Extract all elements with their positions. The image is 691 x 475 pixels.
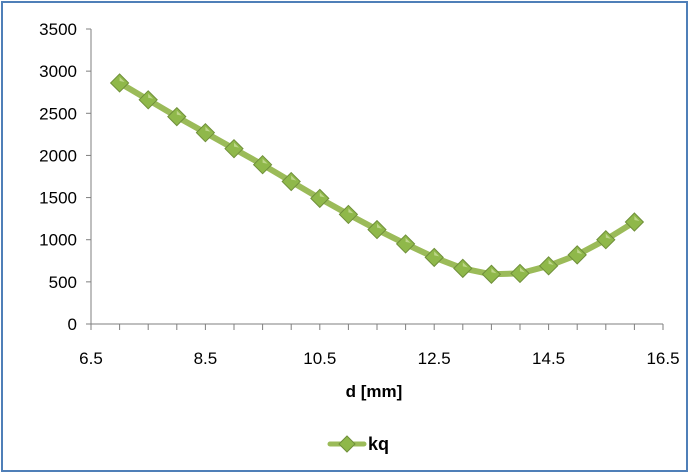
data-point-highlight <box>605 233 611 239</box>
data-point-highlight <box>520 267 525 273</box>
data-point <box>596 230 616 250</box>
data-point <box>510 263 530 284</box>
data-point-highlight <box>405 237 411 243</box>
x-tick-label: 6.5 <box>79 349 103 368</box>
y-tick-label: 2500 <box>39 104 77 123</box>
data-point <box>567 245 587 265</box>
legend-label-kq: kq <box>368 434 389 454</box>
x-axis: 6.5 8.5 10.5 12.5 14.5 16.5 <box>79 323 680 368</box>
data-point-highlight <box>634 216 640 222</box>
data-point-highlight <box>234 142 239 148</box>
y-axis: 0 500 1000 1500 2000 2500 3000 3500 <box>39 20 92 334</box>
y-tick-label: 2000 <box>39 146 77 165</box>
data-point <box>481 264 502 284</box>
data-point-highlight <box>148 93 154 99</box>
data-point-highlight <box>462 262 468 268</box>
data-point <box>167 106 187 127</box>
data-point <box>453 258 473 279</box>
data-point-highlight <box>319 192 325 198</box>
data-point <box>624 212 645 232</box>
x-tick-label: 8.5 <box>194 349 218 368</box>
y-tick-label: 3500 <box>39 20 77 39</box>
data-point <box>281 171 301 192</box>
data-point <box>538 256 559 276</box>
y-tick-label: 500 <box>49 273 77 292</box>
y-tick-label: 1000 <box>39 231 77 250</box>
data-point-highlight <box>119 76 125 82</box>
series-layer <box>109 73 645 284</box>
x-tick-label: 14.5 <box>532 349 565 368</box>
data-point-highlight <box>176 110 182 116</box>
data-point <box>367 219 387 240</box>
data-point <box>109 73 130 93</box>
data-point-highlight <box>577 248 583 254</box>
data-point-highlight <box>548 259 554 265</box>
y-tick-label: 0 <box>68 315 77 334</box>
x-tick-label: 16.5 <box>646 349 679 368</box>
data-point <box>138 90 158 110</box>
legend-marker-kq <box>338 435 356 453</box>
data-point <box>224 138 244 159</box>
data-point-highlight <box>377 223 382 229</box>
data-point <box>338 204 359 225</box>
data-point <box>252 154 273 175</box>
data-point <box>424 247 444 268</box>
x-axis-title: d [mm] <box>346 382 403 401</box>
data-point <box>310 188 330 209</box>
data-point <box>395 234 416 254</box>
data-point <box>195 122 216 143</box>
data-point-highlight <box>205 126 211 132</box>
data-point-highlight <box>434 251 440 257</box>
legend: kq <box>327 434 389 454</box>
y-tick-label: 1500 <box>39 189 77 208</box>
y-tick-label: 3000 <box>39 62 77 81</box>
data-point-highlight <box>262 158 268 164</box>
data-point-highlight <box>491 268 497 274</box>
series-line-kq <box>116 79 638 278</box>
data-point-highlight <box>291 175 297 181</box>
x-tick-label: 12.5 <box>418 349 451 368</box>
x-tick-label: 10.5 <box>303 349 336 368</box>
data-point-highlight <box>348 208 354 214</box>
